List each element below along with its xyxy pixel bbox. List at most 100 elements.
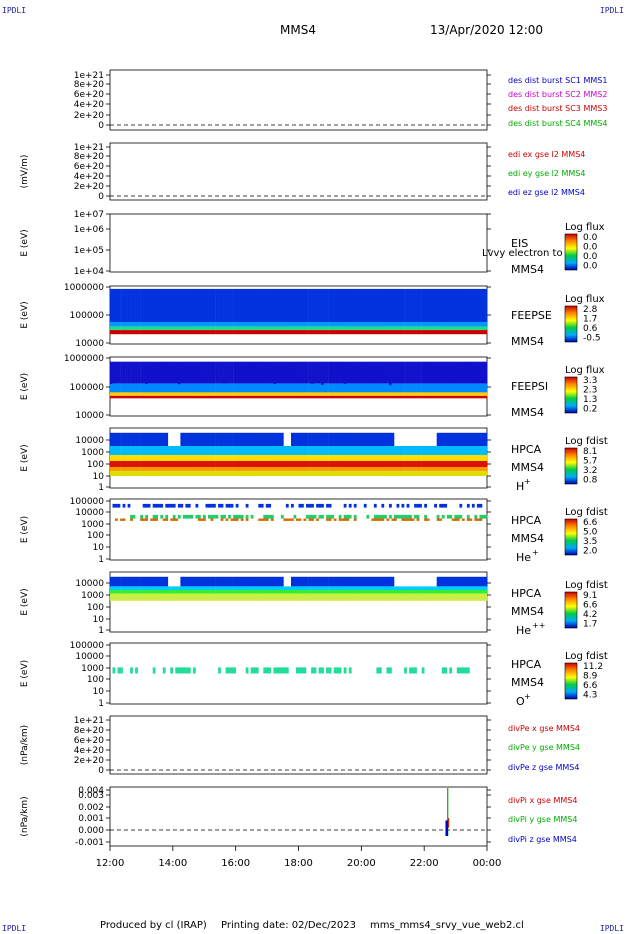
spectrogram-cell bbox=[293, 383, 297, 393]
spectrogram-cell bbox=[208, 330, 211, 335]
spectrogram-cell bbox=[338, 383, 342, 393]
spectrogram-cell bbox=[484, 455, 488, 461]
spectrogram-cell bbox=[160, 576, 164, 587]
spectrogram-cell bbox=[301, 446, 304, 455]
spectrogram-cell bbox=[384, 361, 387, 384]
spectrogram-cell bbox=[185, 503, 189, 508]
spectrogram-cell bbox=[459, 395, 463, 399]
spectrogram-cell bbox=[331, 590, 334, 594]
spectrogram-cell bbox=[371, 326, 375, 331]
spectrogram-cell bbox=[147, 395, 151, 399]
spectrogram-cell bbox=[366, 432, 370, 446]
spectrogram-cell bbox=[225, 395, 229, 399]
spectrogram-cell bbox=[351, 381, 354, 384]
spectrogram-cell bbox=[409, 518, 412, 521]
spectrogram-cell bbox=[371, 395, 375, 399]
x-tick-label: 14:00 bbox=[158, 858, 187, 869]
spectrogram-cell bbox=[203, 593, 206, 601]
spectrogram-cell bbox=[338, 471, 342, 476]
spectrogram-cell bbox=[180, 326, 184, 331]
spectrogram-cell bbox=[270, 471, 274, 476]
spectrogram-cell bbox=[446, 330, 450, 335]
spectrogram-cell bbox=[424, 518, 427, 521]
spectrogram-cell bbox=[434, 593, 437, 601]
spectrogram-cell bbox=[260, 461, 264, 467]
spectrogram-cell bbox=[208, 471, 211, 476]
spectrogram-cell bbox=[263, 392, 267, 396]
spectrogram-cell bbox=[167, 392, 171, 396]
spectrogram-cell bbox=[401, 593, 405, 601]
spectrogram-cell bbox=[396, 590, 400, 594]
spectrogram-cell bbox=[461, 446, 465, 455]
spectrogram-cell bbox=[353, 395, 357, 399]
spectrogram-cell bbox=[341, 590, 344, 594]
spectrogram-cell bbox=[293, 326, 297, 331]
spectrogram-cell bbox=[421, 455, 425, 461]
spectrogram-cell bbox=[253, 330, 257, 335]
spectrogram-cell bbox=[301, 667, 304, 674]
spectrogram-cell bbox=[280, 586, 284, 590]
spectrogram-cell bbox=[381, 590, 385, 594]
spectrogram-cell bbox=[343, 383, 347, 393]
spectrogram-cell bbox=[195, 288, 199, 322]
spectrogram-cell bbox=[389, 503, 392, 508]
spectrogram-cell bbox=[404, 392, 407, 396]
spectrogram-cell bbox=[240, 322, 244, 327]
spectrogram-cell bbox=[122, 467, 126, 472]
spectrogram-cell bbox=[338, 330, 342, 335]
spectrogram-cell bbox=[167, 586, 171, 590]
spectrogram-cell bbox=[421, 326, 425, 331]
spectrogram-cell bbox=[255, 667, 259, 674]
spectrogram-cell bbox=[449, 446, 453, 455]
spectrogram-cell bbox=[414, 392, 417, 396]
y-tick-label: 8e+20 bbox=[74, 80, 105, 90]
spectrogram-cell bbox=[293, 322, 297, 327]
spectrogram-cell bbox=[306, 467, 309, 472]
spectrogram-cell bbox=[248, 432, 251, 446]
spectrogram-cell bbox=[248, 395, 251, 399]
spectrogram-cell bbox=[125, 383, 128, 393]
spectrogram-cell bbox=[409, 467, 412, 472]
spectrogram-cell bbox=[336, 576, 339, 587]
spectrogram-cell bbox=[321, 590, 324, 594]
spectrogram-cell bbox=[192, 392, 196, 396]
spectrogram-cell bbox=[255, 326, 259, 331]
spectrogram-cell bbox=[441, 367, 445, 370]
spectrogram-cell bbox=[225, 576, 229, 587]
spectrogram-cell bbox=[444, 326, 448, 331]
spectrogram-cell bbox=[127, 503, 131, 508]
spectrogram-cell bbox=[152, 590, 156, 594]
spectrogram-cell bbox=[363, 446, 367, 455]
spectrogram-cell bbox=[426, 461, 430, 467]
y-tick-label: 1000 bbox=[81, 591, 104, 601]
spectrogram-cell bbox=[243, 576, 246, 587]
spectrogram-cell bbox=[270, 392, 274, 396]
spectrogram-cell bbox=[270, 326, 274, 331]
spectrogram-cell bbox=[192, 322, 196, 327]
spectrogram-cell bbox=[414, 395, 417, 399]
spectrogram-cell bbox=[167, 326, 171, 331]
spectrogram-cell bbox=[441, 514, 445, 519]
spectrogram-cell bbox=[356, 395, 360, 399]
spectrogram-cell bbox=[318, 446, 322, 455]
spectrogram-cell bbox=[155, 432, 158, 446]
spectrogram-cell bbox=[235, 461, 239, 467]
spectrogram-cell bbox=[378, 322, 382, 327]
spectrogram-cell bbox=[341, 432, 344, 446]
spectrogram-cell bbox=[218, 593, 221, 601]
spectrogram-cell bbox=[245, 590, 249, 594]
spectrogram-cell bbox=[348, 586, 352, 590]
spectrogram-cell bbox=[265, 667, 269, 674]
spectrogram-cell bbox=[318, 461, 322, 467]
spectrogram-cell bbox=[220, 586, 224, 590]
spectrogram-cell bbox=[474, 593, 478, 601]
spectrogram-cell bbox=[112, 455, 116, 461]
spectrogram-cell bbox=[446, 461, 450, 467]
spectrogram-cell bbox=[386, 395, 390, 399]
spectrogram-cell bbox=[177, 461, 181, 467]
spectrogram-cell bbox=[441, 432, 445, 446]
spectrogram-cell bbox=[328, 576, 332, 587]
spectrogram-cell bbox=[373, 503, 377, 508]
spectrogram-cell bbox=[348, 455, 352, 461]
spectrogram-cell bbox=[110, 392, 113, 396]
